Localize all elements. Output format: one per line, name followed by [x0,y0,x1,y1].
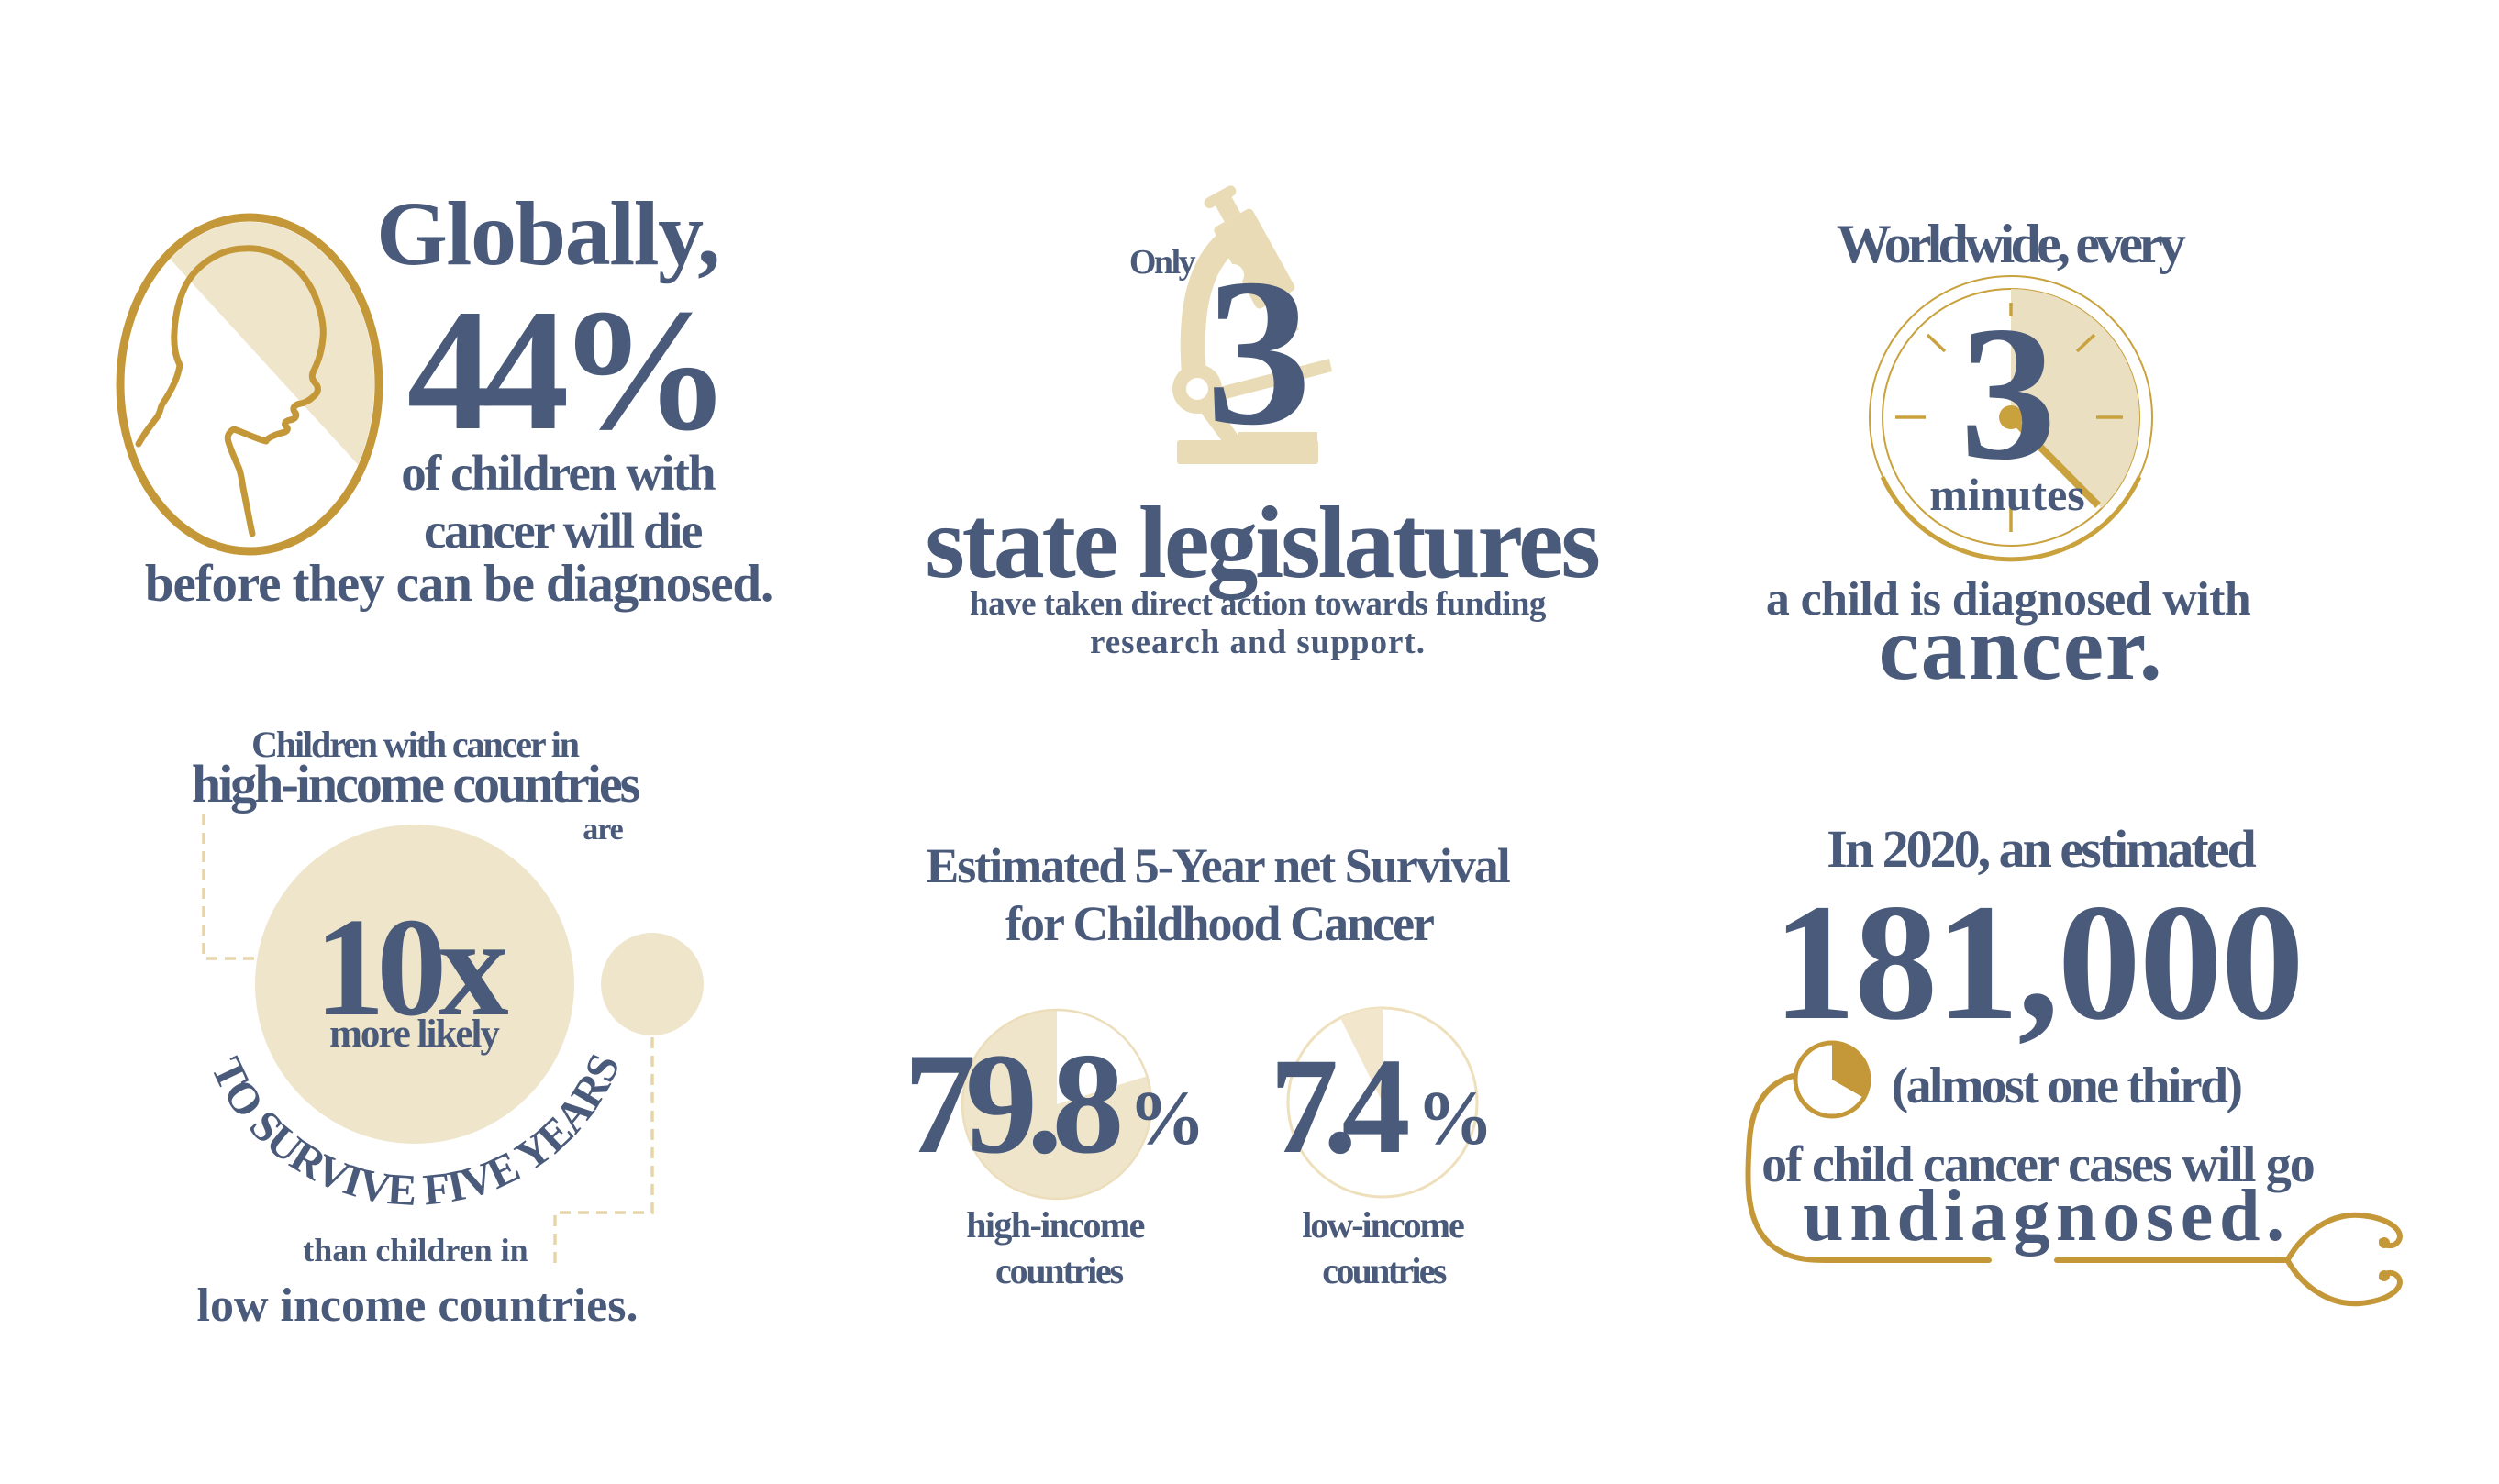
svg-text:high-income countries: high-income countries [192,754,640,814]
svg-text:44%: 44% [407,274,720,467]
svg-text:In 2020, an estimated: In 2020, an estimated [1827,819,2256,879]
svg-text:Only: Only [1129,243,1196,282]
svg-text:undiagnosed.: undiagnosed. [1803,1176,2291,1257]
svg-text:%: % [1416,1076,1494,1161]
svg-text:a child is diagnosed with: a child is diagnosed with [1766,573,2251,626]
svg-text:low-income: low-income [1302,1204,1464,1246]
svg-text:Worldwide, every: Worldwide, every [1837,214,2186,274]
svg-text:of child cancer cases will go: of child cancer cases will go [1761,1136,2314,1193]
svg-text:Children with cancer in: Children with cancer in [251,724,580,765]
svg-text:3: 3 [1206,235,1312,469]
svg-text:research and support.: research and support. [1090,624,1426,661]
svg-text:than children in: than children in [303,1232,528,1268]
svg-text:for Childhood Cancer: for Childhood Cancer [1005,896,1434,951]
svg-text:79.8: 79.8 [904,1024,1120,1184]
svg-text:before they can be diagnosed.: before they can be diagnosed. [145,555,772,613]
svg-text:cancer will die: cancer will die [424,503,702,559]
svg-text:(almost one third): (almost one third) [1892,1058,2242,1114]
svg-text:7.4: 7.4 [1270,1030,1409,1182]
svg-text:high-income: high-income [966,1204,1144,1246]
svg-text:countries: countries [1322,1250,1447,1291]
svg-text:3: 3 [1960,287,2057,500]
svg-text:Estimated 5-Year net Survival: Estimated 5-Year net Survival [926,838,1510,893]
svg-text:countries: countries [995,1250,1124,1291]
svg-text:minutes: minutes [1929,469,2084,520]
svg-text:Globally,: Globally, [376,183,719,284]
svg-text:181,000: 181,000 [1772,870,2303,1055]
svg-text:of children with: of children with [401,445,716,501]
svg-text:have taken direct action towar: have taken direct action towards funding [970,585,1547,623]
svg-text:more likely: more likely [329,1013,500,1056]
svg-text:low income countries.: low income countries. [197,1279,639,1332]
svg-text:cancer.: cancer. [1879,597,2164,699]
svg-text:10x: 10x [315,890,509,1046]
svg-text:%: % [1128,1076,1205,1161]
svg-text:state legislatures: state legislatures [925,486,1598,600]
svg-text:are: are [583,813,623,847]
